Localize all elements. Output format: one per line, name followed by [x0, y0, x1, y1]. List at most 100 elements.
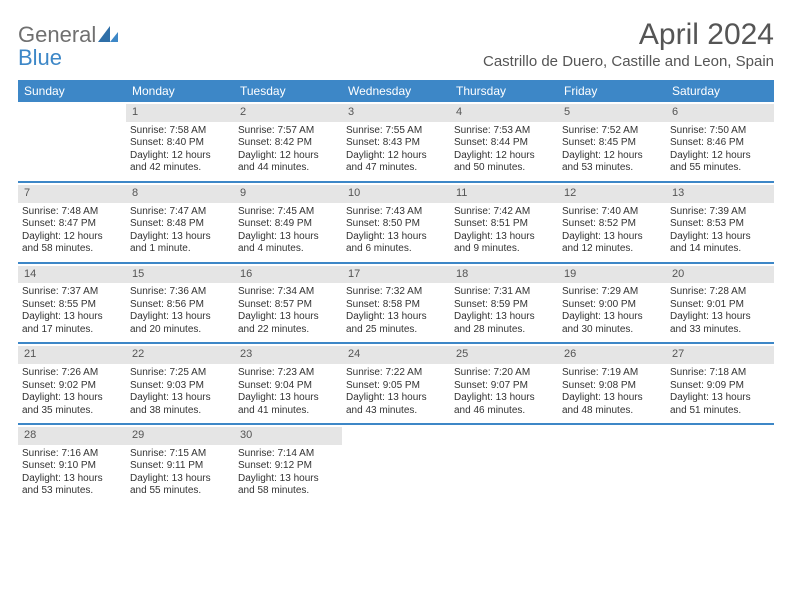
day-number: 5	[558, 104, 666, 122]
calendar-cell: 10Sunrise: 7:43 AMSunset: 8:50 PMDayligh…	[342, 183, 450, 262]
day-number: 7	[18, 185, 126, 203]
daylight-text: Daylight: 12 hours and 55 minutes.	[670, 150, 770, 175]
daylight-text: Daylight: 13 hours and 43 minutes.	[346, 392, 446, 417]
calendar-week: 7Sunrise: 7:48 AMSunset: 8:47 PMDaylight…	[18, 183, 774, 264]
logo-sail-icon	[98, 29, 118, 46]
daylight-text: Daylight: 13 hours and 51 minutes.	[670, 392, 770, 417]
day-number: 17	[342, 266, 450, 284]
sunset-text: Sunset: 9:12 PM	[238, 460, 338, 473]
day-number: 13	[666, 185, 774, 203]
sunset-text: Sunset: 8:45 PM	[562, 137, 662, 150]
sunset-text: Sunset: 8:59 PM	[454, 299, 554, 312]
sunset-text: Sunset: 8:44 PM	[454, 137, 554, 150]
logo-text: General Blue	[18, 24, 118, 70]
daylight-text: Daylight: 12 hours and 53 minutes.	[562, 150, 662, 175]
sunrise-text: Sunrise: 7:15 AM	[130, 448, 230, 461]
sunset-text: Sunset: 8:52 PM	[562, 218, 662, 231]
sunset-text: Sunset: 9:03 PM	[130, 380, 230, 393]
day-number: 30	[234, 427, 342, 445]
calendar-cell: .	[666, 425, 774, 504]
weekday-label: Saturday	[666, 80, 774, 102]
daylight-text: Daylight: 13 hours and 1 minute.	[130, 231, 230, 256]
calendar-cell: 30Sunrise: 7:14 AMSunset: 9:12 PMDayligh…	[234, 425, 342, 504]
calendar-week: .1Sunrise: 7:58 AMSunset: 8:40 PMDayligh…	[18, 102, 774, 183]
sunrise-text: Sunrise: 7:16 AM	[22, 448, 122, 461]
sunrise-text: Sunrise: 7:43 AM	[346, 206, 446, 219]
calendar-cell: 3Sunrise: 7:55 AMSunset: 8:43 PMDaylight…	[342, 102, 450, 181]
weekday-label: Tuesday	[234, 80, 342, 102]
day-number: 9	[234, 185, 342, 203]
calendar-cell: 1Sunrise: 7:58 AMSunset: 8:40 PMDaylight…	[126, 102, 234, 181]
day-number: 4	[450, 104, 558, 122]
sunrise-text: Sunrise: 7:18 AM	[670, 367, 770, 380]
day-number: 12	[558, 185, 666, 203]
calendar-cell: 13Sunrise: 7:39 AMSunset: 8:53 PMDayligh…	[666, 183, 774, 262]
sunset-text: Sunset: 9:10 PM	[22, 460, 122, 473]
day-number: 10	[342, 185, 450, 203]
daylight-text: Daylight: 13 hours and 35 minutes.	[22, 392, 122, 417]
calendar-cell: 29Sunrise: 7:15 AMSunset: 9:11 PMDayligh…	[126, 425, 234, 504]
sunset-text: Sunset: 9:09 PM	[670, 380, 770, 393]
sunrise-text: Sunrise: 7:31 AM	[454, 286, 554, 299]
sunset-text: Sunset: 8:43 PM	[346, 137, 446, 150]
day-number: 2	[234, 104, 342, 122]
sunset-text: Sunset: 8:47 PM	[22, 218, 122, 231]
daylight-text: Daylight: 13 hours and 28 minutes.	[454, 311, 554, 336]
day-number: 27	[666, 346, 774, 364]
calendar-cell: .	[342, 425, 450, 504]
day-number: 15	[126, 266, 234, 284]
day-number: 8	[126, 185, 234, 203]
sunset-text: Sunset: 9:11 PM	[130, 460, 230, 473]
daylight-text: Daylight: 13 hours and 41 minutes.	[238, 392, 338, 417]
day-number: 26	[558, 346, 666, 364]
day-number: 11	[450, 185, 558, 203]
sunrise-text: Sunrise: 7:58 AM	[130, 125, 230, 138]
weekday-label: Wednesday	[342, 80, 450, 102]
day-number: 25	[450, 346, 558, 364]
daylight-text: Daylight: 13 hours and 53 minutes.	[22, 473, 122, 498]
sunrise-text: Sunrise: 7:19 AM	[562, 367, 662, 380]
calendar-cell: 9Sunrise: 7:45 AMSunset: 8:49 PMDaylight…	[234, 183, 342, 262]
daylight-text: Daylight: 13 hours and 33 minutes.	[670, 311, 770, 336]
day-number: 6	[666, 104, 774, 122]
daylight-text: Daylight: 12 hours and 58 minutes.	[22, 231, 122, 256]
sunset-text: Sunset: 9:04 PM	[238, 380, 338, 393]
calendar-cell: 12Sunrise: 7:40 AMSunset: 8:52 PMDayligh…	[558, 183, 666, 262]
day-number: 18	[450, 266, 558, 284]
daylight-text: Daylight: 13 hours and 48 minutes.	[562, 392, 662, 417]
sunrise-text: Sunrise: 7:52 AM	[562, 125, 662, 138]
sunset-text: Sunset: 8:50 PM	[346, 218, 446, 231]
weekday-label: Thursday	[450, 80, 558, 102]
sunrise-text: Sunrise: 7:28 AM	[670, 286, 770, 299]
calendar-cell: 21Sunrise: 7:26 AMSunset: 9:02 PMDayligh…	[18, 344, 126, 423]
weekday-label: Monday	[126, 80, 234, 102]
day-number: 16	[234, 266, 342, 284]
daylight-text: Daylight: 13 hours and 58 minutes.	[238, 473, 338, 498]
day-number: 1	[126, 104, 234, 122]
day-number: 19	[558, 266, 666, 284]
sunrise-text: Sunrise: 7:32 AM	[346, 286, 446, 299]
sunrise-text: Sunrise: 7:25 AM	[130, 367, 230, 380]
calendar-cell: 19Sunrise: 7:29 AMSunset: 9:00 PMDayligh…	[558, 264, 666, 343]
daylight-text: Daylight: 13 hours and 55 minutes.	[130, 473, 230, 498]
sunrise-text: Sunrise: 7:42 AM	[454, 206, 554, 219]
sunset-text: Sunset: 9:00 PM	[562, 299, 662, 312]
daylight-text: Daylight: 13 hours and 22 minutes.	[238, 311, 338, 336]
daylight-text: Daylight: 13 hours and 46 minutes.	[454, 392, 554, 417]
calendar: Sunday Monday Tuesday Wednesday Thursday…	[18, 80, 774, 504]
title-block: April 2024 Castrillo de Duero, Castille …	[483, 18, 774, 70]
sunset-text: Sunset: 9:05 PM	[346, 380, 446, 393]
sunset-text: Sunset: 8:40 PM	[130, 137, 230, 150]
sunrise-text: Sunrise: 7:20 AM	[454, 367, 554, 380]
sunrise-text: Sunrise: 7:45 AM	[238, 206, 338, 219]
weekday-label: Sunday	[18, 80, 126, 102]
calendar-cell: 25Sunrise: 7:20 AMSunset: 9:07 PMDayligh…	[450, 344, 558, 423]
calendar-cell: 24Sunrise: 7:22 AMSunset: 9:05 PMDayligh…	[342, 344, 450, 423]
daylight-text: Daylight: 12 hours and 44 minutes.	[238, 150, 338, 175]
sunset-text: Sunset: 8:55 PM	[22, 299, 122, 312]
logo-word1: General	[18, 22, 96, 47]
day-number: 22	[126, 346, 234, 364]
sunrise-text: Sunrise: 7:57 AM	[238, 125, 338, 138]
calendar-cell: 20Sunrise: 7:28 AMSunset: 9:01 PMDayligh…	[666, 264, 774, 343]
calendar-cell: .	[558, 425, 666, 504]
